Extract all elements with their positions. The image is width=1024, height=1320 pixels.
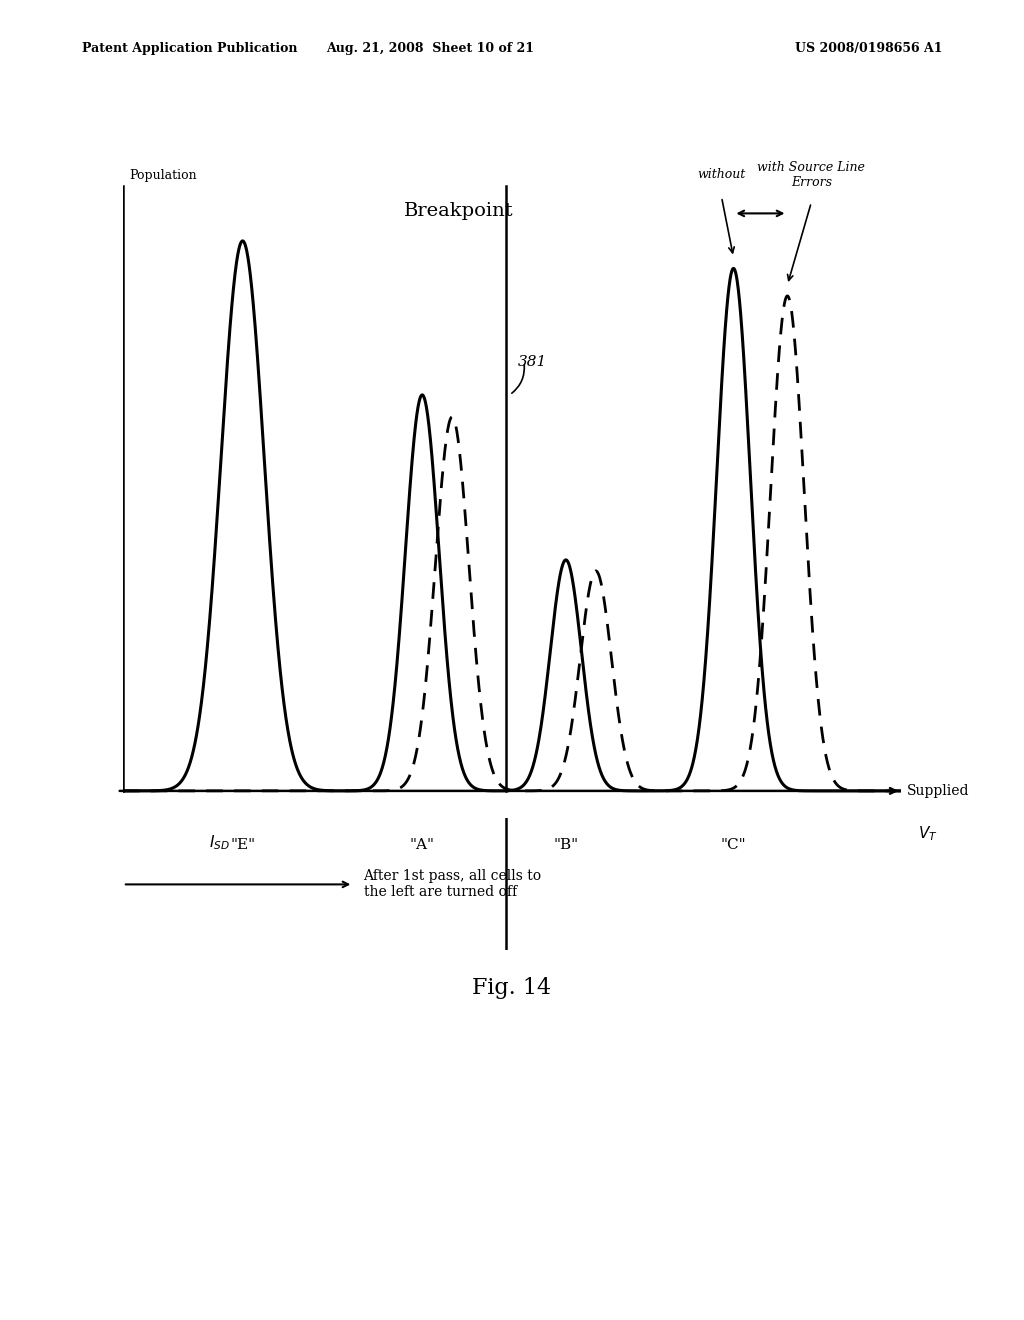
Text: US 2008/0198656 A1: US 2008/0198656 A1 bbox=[795, 42, 942, 55]
Text: "B": "B" bbox=[553, 838, 579, 851]
Text: with Source Line
Errors: with Source Line Errors bbox=[758, 161, 865, 189]
Text: Patent Application Publication: Patent Application Publication bbox=[82, 42, 297, 55]
Text: 381: 381 bbox=[518, 355, 547, 368]
Text: "C": "C" bbox=[721, 838, 746, 851]
Text: $V_T$: $V_T$ bbox=[918, 824, 937, 842]
Text: Breakpoint: Breakpoint bbox=[404, 202, 514, 220]
Text: $I_{SD}$: $I_{SD}$ bbox=[209, 834, 230, 853]
Text: without: without bbox=[697, 169, 745, 181]
Text: Fig. 14: Fig. 14 bbox=[472, 977, 552, 999]
Text: Aug. 21, 2008  Sheet 10 of 21: Aug. 21, 2008 Sheet 10 of 21 bbox=[326, 42, 535, 55]
Text: "E": "E" bbox=[230, 838, 255, 851]
Text: "A": "A" bbox=[410, 838, 435, 851]
Text: Supplied: Supplied bbox=[907, 784, 970, 797]
Text: After 1st pass, all cells to
the left are turned off: After 1st pass, all cells to the left ar… bbox=[364, 870, 542, 899]
Text: Population: Population bbox=[129, 169, 197, 182]
